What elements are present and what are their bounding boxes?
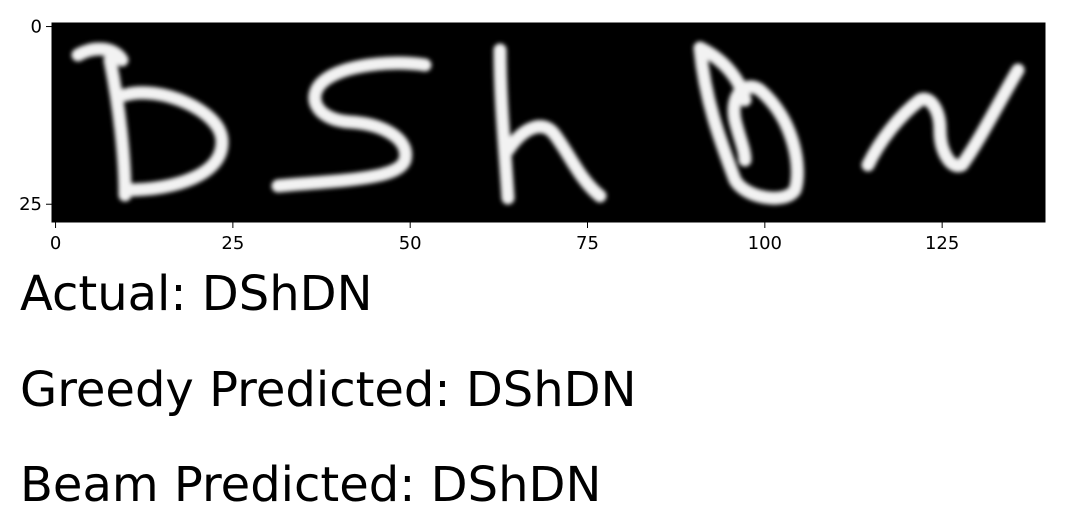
y-axis: 0 25 (19, 17, 52, 215)
x-axis: 0 25 50 75 100 125 (50, 222, 959, 254)
x-tick-label: 75 (576, 233, 599, 254)
actual-label: Actual: DShDN (20, 266, 373, 322)
handwriting-image-plot: 0 25 50 75 100 125 0 25 (19, 17, 1046, 254)
beam-predicted-label: Beam Predicted: DShDN (20, 457, 602, 513)
x-tick-label: 125 (925, 233, 959, 254)
handwritten-glyphs (71, 41, 1025, 205)
glyph-d2 (693, 41, 804, 205)
x-tick-label: 25 (221, 233, 244, 254)
axes-frame (51, 22, 1046, 223)
glyph-d (71, 42, 229, 202)
x-tick-label: 50 (399, 233, 422, 254)
greedy-predicted-label: Greedy Predicted: DShDN (20, 362, 637, 418)
y-tick-label: 0 (31, 17, 42, 38)
x-tick-label: 100 (748, 233, 782, 254)
glyph-n (861, 63, 1025, 173)
y-tick-label: 25 (19, 194, 42, 215)
glyph-h (493, 43, 607, 205)
glyph-s (271, 56, 432, 193)
x-tick-label: 0 (50, 233, 61, 254)
